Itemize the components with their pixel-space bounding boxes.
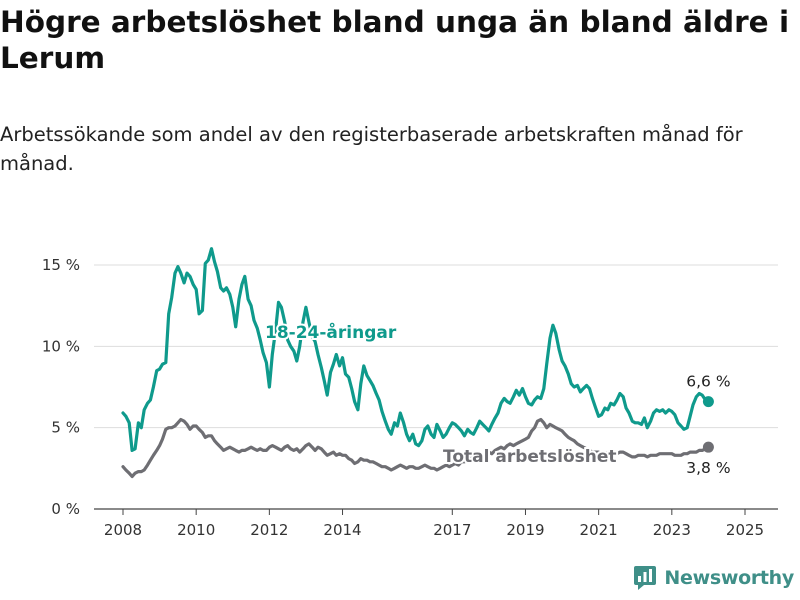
brand-name: Newsworthy [664, 567, 794, 589]
x-tick-label: 2014 [323, 521, 361, 539]
total-series-label: Total arbetslöshet [443, 447, 617, 467]
y-tick-label: 10 % [42, 337, 80, 355]
newsworthy-logo: Newsworthy [634, 564, 794, 592]
gridlines [94, 264, 778, 510]
x-tick-label: 2021 [580, 521, 618, 539]
x-tick-label: 2010 [177, 521, 215, 539]
youth-end-marker [702, 396, 714, 408]
youth-unemployment-line [121, 247, 710, 452]
x-axis-labels: 2008 2010 2012 2014 2017 2019 2021 2023 2025 [104, 509, 764, 539]
x-tick-label: 2012 [250, 521, 288, 539]
y-tick-label: 15 % [42, 256, 80, 274]
y-tick-label: 5 % [51, 419, 80, 437]
series-lines [121, 247, 714, 479]
youth-end-value-label: 6,6 % [686, 373, 730, 391]
page-subtitle: Arbetssökande som andel av den registerb… [0, 123, 743, 175]
x-tick-label: 2017 [433, 521, 471, 539]
total-end-value-label: 3,8 % [686, 459, 730, 477]
x-tick-label: 2019 [506, 521, 544, 539]
total-unemployment-line [121, 417, 710, 479]
bar-chart-logo-icon [634, 566, 657, 590]
x-tick-label: 2025 [726, 521, 764, 539]
total-end-marker [702, 441, 714, 453]
series-labels: 18-24-åringar Total arbetslöshet 6,6 % 3,8 … [263, 319, 731, 477]
x-tick-label: 2008 [104, 521, 142, 539]
youth-series-label: 18-24-åringar [265, 321, 397, 343]
y-tick-label: 0 % [51, 500, 80, 518]
y-axis-labels: 0 % 5 % 10 % 15 % [42, 256, 80, 518]
x-tick-label: 2023 [653, 521, 691, 539]
page-title: Högre arbetslöshet bland unga än bland ä… [0, 5, 790, 75]
